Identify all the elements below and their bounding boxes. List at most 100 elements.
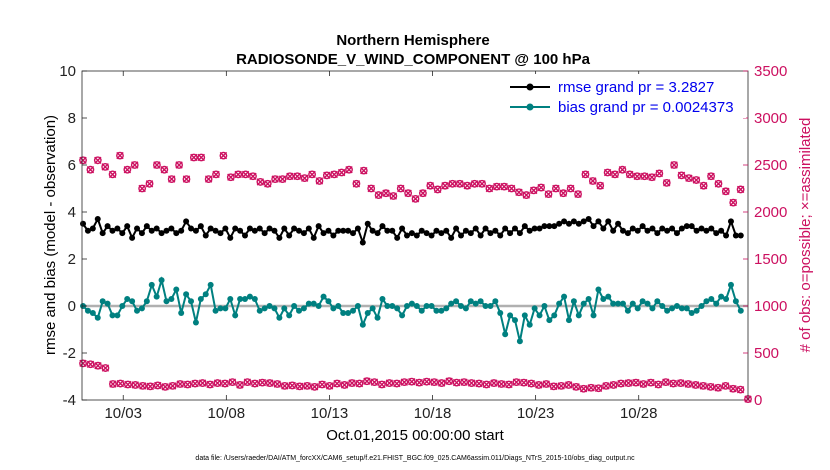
rmse-point [526, 227, 533, 234]
obs-lower-point [505, 380, 513, 389]
bias-point [418, 307, 425, 314]
obs-possible-x-point [123, 166, 132, 174]
rmse-point [197, 223, 204, 230]
obs-possible-x-point [315, 177, 324, 185]
obs-possible-point [389, 192, 398, 200]
obs-possible-point [167, 175, 176, 184]
obs-lower-point [676, 379, 685, 387]
obs-possible-point [500, 182, 509, 191]
obs-possible-x-point [655, 169, 664, 178]
obs-lower-x-point [258, 378, 267, 387]
rmse-point [296, 227, 303, 234]
bias-point [281, 305, 288, 312]
obs-possible-x-point [79, 156, 87, 164]
obs-lower-x-point [542, 380, 550, 388]
obs-lower-point [236, 381, 244, 389]
obs-possible-x-point [537, 183, 545, 192]
obs-lower-point [430, 378, 439, 387]
obs-lower-x-point [609, 381, 618, 389]
axis-ticks: 10/03 10/08 10/13 10/18 10/23 10/28 -4 -2 0 2 4 6 8 1… [59, 63, 787, 422]
obs-lower-x-point [677, 379, 685, 387]
bias-point [536, 312, 543, 319]
rmse-point [453, 225, 460, 232]
bias-point [384, 303, 391, 309]
obs-lower-point [168, 381, 177, 390]
bias-point [379, 295, 386, 302]
rmse-point [482, 225, 489, 232]
bias-point [197, 295, 204, 302]
rmse-point [423, 230, 430, 237]
obs-possible-point [396, 184, 405, 193]
y-tick-label: 2 [68, 251, 76, 268]
obs-lower-x-point [520, 378, 528, 387]
obs-lower-point [579, 384, 588, 393]
bias-point [310, 300, 317, 307]
legend-rmse-label: rmse grand pr = 3.2827 [558, 79, 714, 96]
obs-possible-point [271, 175, 280, 184]
obs-possible-point [93, 156, 102, 165]
obs-lower-x-point [310, 383, 319, 391]
obs-possible-point [404, 189, 413, 198]
bias-point [340, 310, 347, 317]
obs-possible-x-point [337, 168, 346, 177]
rmse-point [129, 234, 136, 241]
obs-possible-point [382, 189, 390, 198]
rmse-point [399, 225, 406, 232]
bias-point [359, 321, 366, 328]
legend: rmse grand pr = 3.2827 bias grand pr = 0… [503, 74, 746, 118]
rmse-point [104, 223, 111, 230]
obs-possible-x-point [493, 182, 501, 191]
rmse-point [138, 230, 145, 237]
obs-possible-point [108, 170, 117, 179]
obs-lower-x-point [400, 378, 409, 386]
rmse-point [600, 225, 607, 232]
y-tick-label: -2 [63, 345, 76, 362]
obs-lower-x-point [325, 382, 334, 390]
bias-point [585, 295, 592, 302]
obs-lower-point [123, 380, 132, 389]
y-tick-label: 0 [68, 298, 76, 315]
rmse-point [403, 232, 410, 239]
obs-possible-point [478, 179, 486, 188]
plot-frame [81, 70, 749, 401]
rmse-point [94, 216, 101, 223]
rmse-point [305, 225, 312, 232]
obs-lower-x-point [116, 379, 125, 388]
bias-point [453, 298, 460, 305]
obs-possible-x-point [264, 180, 272, 188]
obs-lower-point [138, 381, 147, 390]
obs-possible-point [345, 165, 353, 174]
rmse-point [511, 225, 518, 232]
obs-possible-x-point [663, 179, 671, 187]
rmse-point [134, 225, 141, 232]
bias-point [124, 295, 131, 302]
rmse-point [502, 225, 509, 232]
rmse-point [639, 223, 646, 230]
bias-point [531, 305, 538, 312]
bias-point [222, 305, 229, 312]
obs-lower-point [527, 379, 536, 388]
obs-possible-point [138, 184, 147, 193]
obs-lower-x-point [281, 382, 289, 390]
obs-possible-x-point [448, 180, 457, 188]
obs-lower-x-point [624, 379, 633, 387]
chart-subtitle: RADIOSONDE_V_WIND_COMPONENT @ 100 hPa [236, 51, 591, 68]
x-tick-label: 10/13 [311, 405, 349, 422]
bias-point [188, 298, 195, 305]
bias-point [212, 307, 219, 314]
obs-lower-point [602, 381, 610, 390]
rmse-point [148, 227, 155, 234]
rmse-point [634, 227, 641, 234]
obs-lower-point [415, 378, 424, 387]
obs-lower-x-point [647, 378, 655, 387]
bias-point [507, 312, 514, 319]
rmse-point [413, 232, 420, 239]
obs-lower-x-point [109, 380, 117, 388]
obs-possible-point [286, 172, 294, 181]
bias-point [678, 305, 685, 312]
bias-point [178, 310, 185, 317]
obs-possible-x-point [234, 170, 242, 179]
rmse-point [202, 232, 209, 239]
obs-possible-point [234, 170, 243, 179]
obs-lower-x-point [393, 379, 401, 388]
